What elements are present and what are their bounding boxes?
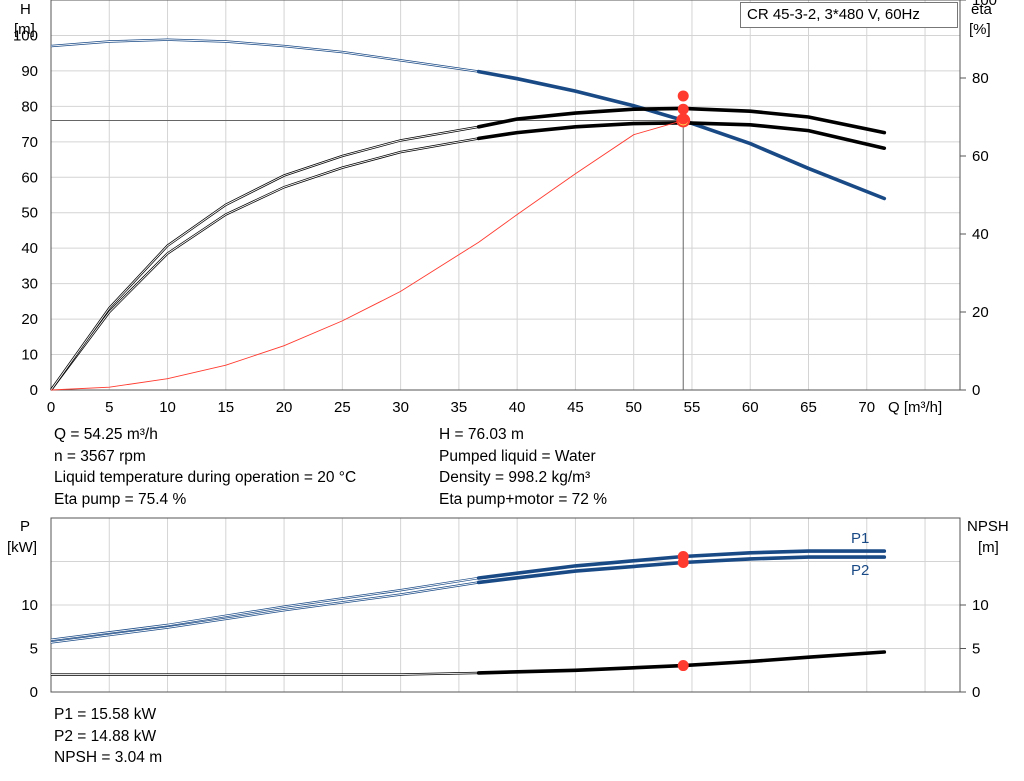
x-tick-label: 5 [105,399,113,416]
top-left-tick-label: 30 [21,276,38,293]
top-right-tick-label: 20 [972,304,989,321]
bottom-right-axis-name: NPSH [967,518,1009,535]
info-q: Q = 54.25 m³/h [54,426,158,443]
top-left-tick-label: 100 [13,27,38,44]
bottom-P1-line-bold [476,549,887,580]
top-plot-area [51,0,960,390]
top-left-tick-label: 70 [21,134,38,151]
top-eta_pump_motor-line-bold [476,106,887,135]
info-p2: P2 = 14.88 kW [54,727,157,745]
bottom-left-axis-unit: [kW] [7,539,37,556]
info-speed: n = 3567 rpm [54,447,146,465]
p2-series-label: P2 [851,562,869,579]
top-H-line-inner [50,39,479,73]
top-left-tick-label: 20 [21,311,38,328]
duty-info-right: H = 76.03 m Pumped liquid = Water Densit… [439,424,607,510]
top-frame [50,0,961,391]
x-tick-label: 10 [159,399,176,416]
top-marker-1 [677,90,689,102]
x-tick-label: 50 [625,399,642,416]
x-tick-label: 70 [858,399,875,416]
top-right-tick-label: 80 [972,70,989,87]
x-tick-label: 30 [392,399,409,416]
top-marker-3 [677,113,689,125]
top-left-tick-label: 40 [21,240,38,257]
x-tick-label: 60 [742,399,759,416]
power-info: P1 = 15.58 kW P2 = 14.88 kW NPSH = 3.04 … [54,704,162,769]
bottom-marker-2 [677,660,689,672]
bottom-NPSH-line-inner [51,672,479,676]
bottom-right-tick-label: 0 [972,684,980,701]
bottom-left-tick-label: 5 [30,641,38,658]
x-tick-label: 0 [47,399,55,416]
x-tick-label: 40 [509,399,526,416]
top-left-tick-label: 10 [21,347,38,364]
info-eta-pump: Eta pump = 75.4 % [54,490,187,508]
x-tick-label: 35 [451,399,468,416]
x-tick-label: 45 [567,399,584,416]
top-right-tick-label: 60 [972,148,989,165]
top-marker-2 [677,103,689,115]
top-right-tick-label: 100 [972,0,997,9]
top-eta_pump-line-inner [50,137,479,391]
p1-series-label: P1 [851,530,869,547]
top-right-tick-label: 0 [972,382,980,399]
top-system_curve-line [50,119,684,391]
x-tick-label: 25 [334,399,351,416]
x-axis-label: Q [m³/h] [888,399,942,416]
top-eta_pump_motor-line-inner [50,126,479,391]
duty-info-left: Q = 54.25 m³/h n = 3567 rpm Liquid tempe… [54,424,356,510]
top-left-tick-label: 60 [21,169,38,186]
pump-label: CR 45-3-2, 3*480 V, 60Hz [747,6,920,23]
bottom-P2-line-inner [50,581,479,643]
info-eta-pump-motor: Eta pump+motor = 72 % [439,490,608,508]
bottom-left-axis-name: P [20,518,30,535]
bottom-marker-1 [677,557,689,569]
x-tick-label: 55 [684,399,701,416]
top-left-tick-label: 0 [30,382,38,399]
info-h: H = 76.03 m [439,426,524,443]
top-left-axis-unit: [m] [14,21,35,38]
x-tick-label: 65 [800,399,817,416]
info-density: Density = 998.2 kg/m³ [439,469,591,486]
top-right-tick-label: 40 [972,226,989,243]
x-tick-label: 20 [276,399,293,416]
bottom-right-tick-label: 10 [972,597,989,614]
info-npsh: NPSH = 3.04 m [54,749,163,766]
info-liquid-temp: Liquid temperature during operation = 20… [54,469,357,486]
bottom-right-axis-unit: [m] [978,539,999,556]
info-p1: P1 = 15.58 kW [54,706,157,723]
bottom-right-tick-label: 5 [972,641,980,658]
bottom-P1-line-inner [50,577,479,641]
x-tick-label: 15 [217,399,234,416]
top-H-line-bold [476,69,887,201]
pump-label-box: CR 45-3-2, 3*480 V, 60Hz [740,2,958,28]
top-left-tick-label: 80 [21,98,38,115]
bottom-left-tick-label: 0 [30,684,38,701]
bottom-NPSH-line-bold [476,650,887,675]
info-pumped-liquid: Pumped liquid = Water [439,447,596,465]
bottom-left-tick-label: 10 [21,597,38,614]
top-left-axis-name: H [20,1,31,18]
top-right-axis-unit: [%] [969,21,991,38]
top-right-axis-name: eta [971,1,993,18]
top-left-tick-label: 90 [21,63,38,80]
bottom-P2-line-bold [476,555,887,585]
top-eta_pump-line-bold [476,120,887,150]
top-left-tick-label: 50 [21,205,38,222]
